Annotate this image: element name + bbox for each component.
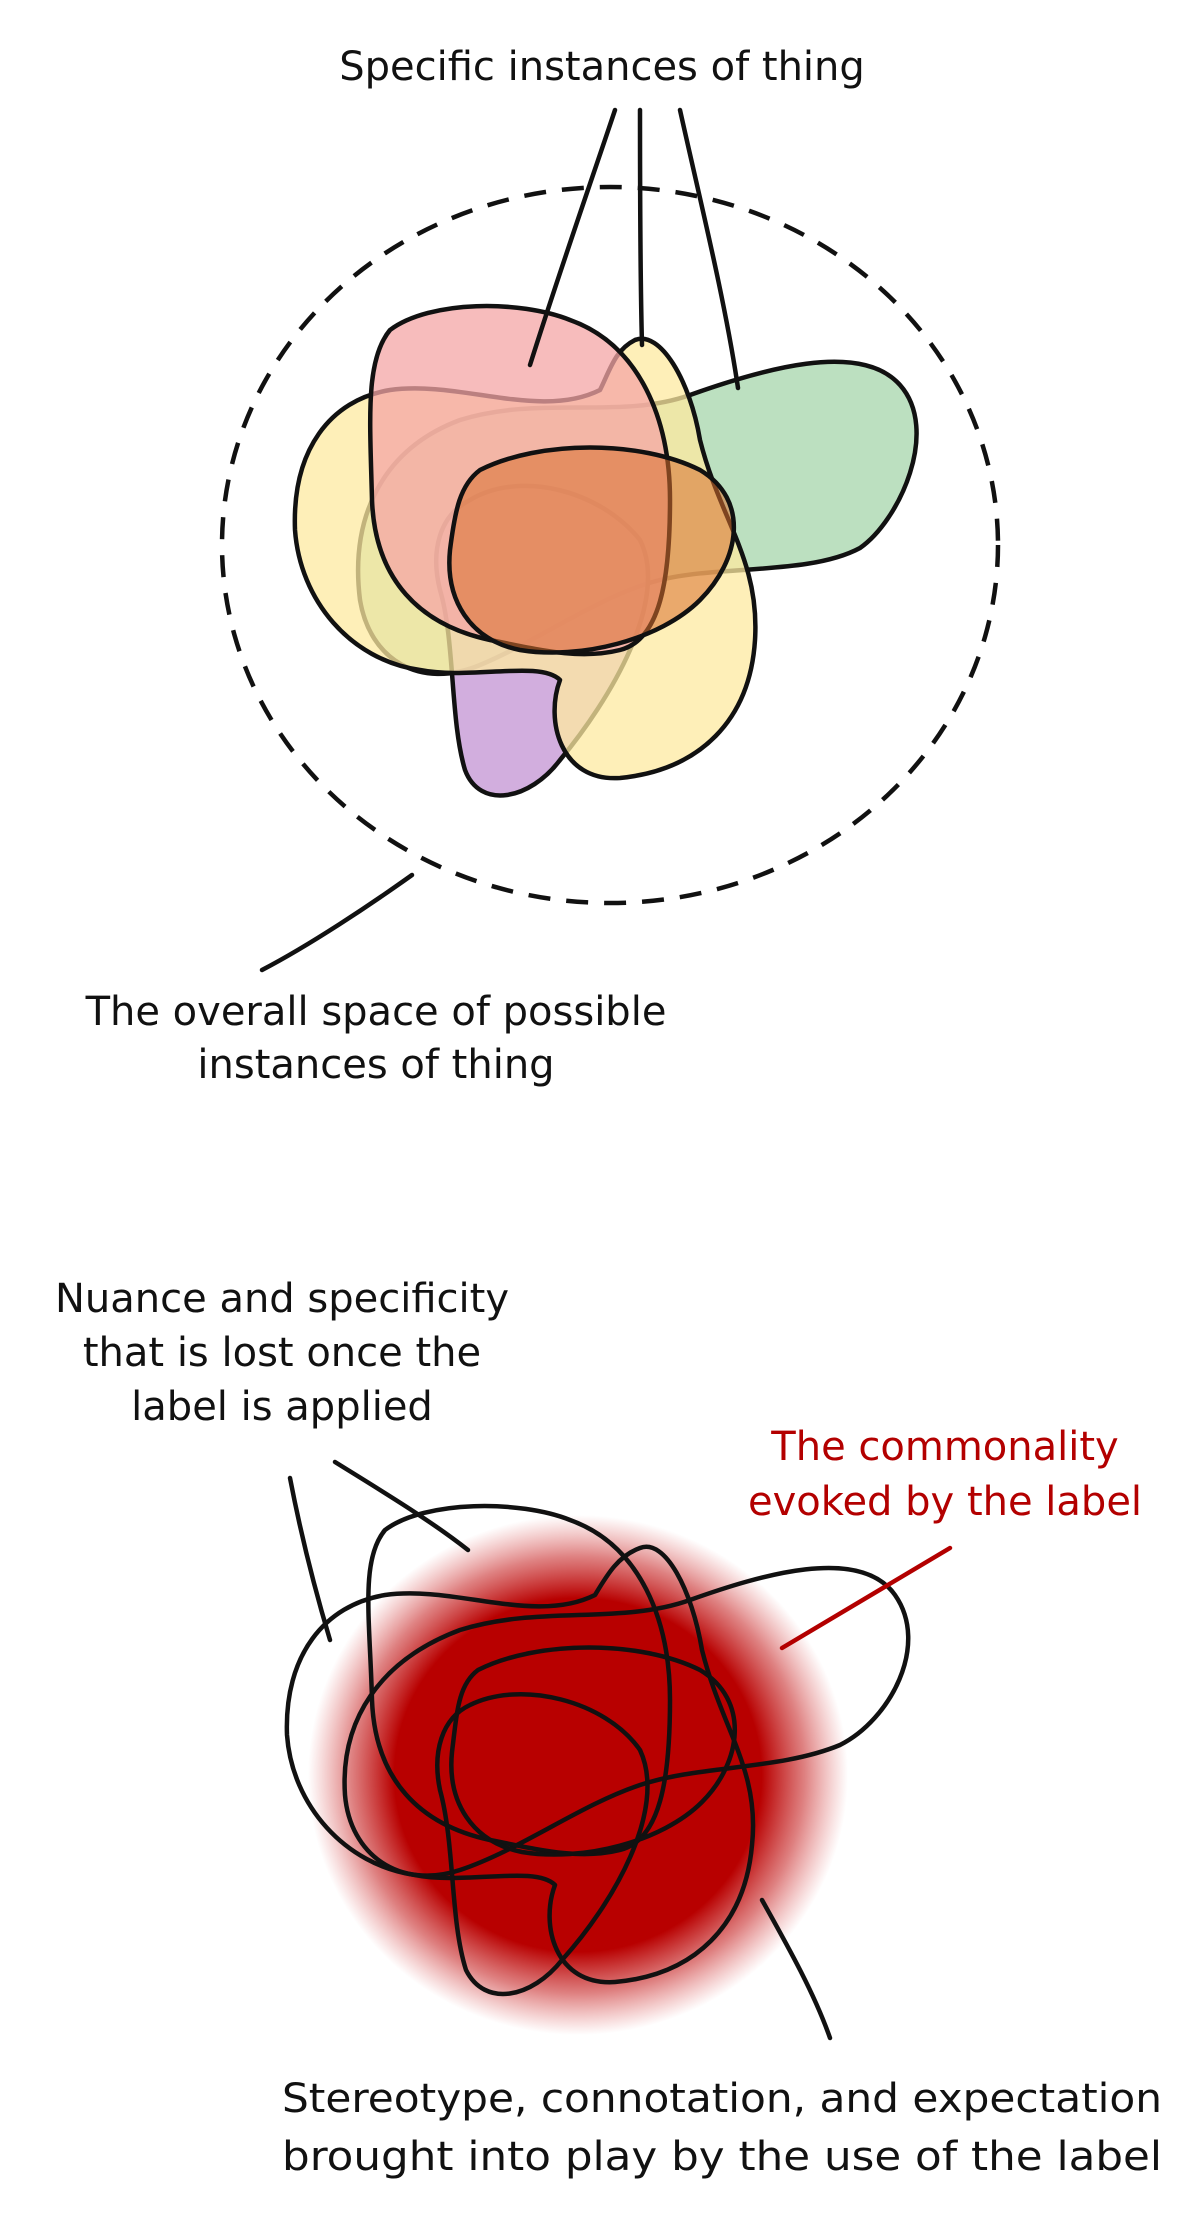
instance-pointer-lines <box>527 107 741 391</box>
commonality-label-line-2: evoked by the label <box>748 1479 1142 1525</box>
outline-loop-1 <box>342 1565 911 1878</box>
stereotype-pointer-line <box>759 1897 833 2041</box>
instances-label: Specific instances of thing <box>339 44 865 90</box>
pointer-line-pink <box>527 107 618 368</box>
top-diagram: Specific instances of thing The overall … <box>85 44 1001 1088</box>
commonality-label-line-1: The commonality <box>770 1424 1118 1470</box>
bottom-diagram: Nuance and specificity that is lost once… <box>55 1276 1162 2180</box>
nuance-label-line-2: that is lost once the <box>83 1330 481 1376</box>
nuance-pointer-line-1 <box>287 1475 333 1643</box>
commonality-pointer-line <box>779 1545 953 1651</box>
instance-blobs <box>292 303 919 798</box>
outline-loop-5 <box>435 1692 650 1997</box>
stereotype-label-line-2: brought into play by the use of the labe… <box>282 2134 1162 2180</box>
commonality-glow <box>308 1515 848 2035</box>
nuance-pointer-line-2 <box>332 1459 471 1553</box>
orange-overlap-blob <box>447 445 736 655</box>
space-pointer-line <box>259 872 415 973</box>
stereotype-label-line-1: Stereotype, connotation, and expectation <box>282 2076 1162 2122</box>
nuance-label-line-1: Nuance and specificity <box>55 1276 509 1322</box>
instance-outline-loops <box>284 1503 911 1997</box>
outline-loop-4 <box>449 1645 737 1857</box>
nuance-label-line-3: label is applied <box>131 1384 433 1430</box>
pointer-line-yellow <box>637 107 645 348</box>
space-label-line-2: instances of thing <box>197 1042 554 1088</box>
outline-loop-2 <box>284 1544 756 1985</box>
outline-loop-3 <box>366 1503 673 1857</box>
bottom-pointer-lines <box>287 1459 953 2041</box>
space-label-line-1: The overall space of possible <box>85 989 667 1035</box>
possible-space-dashed-circle <box>219 184 1001 906</box>
pointer-line-green <box>677 107 741 391</box>
